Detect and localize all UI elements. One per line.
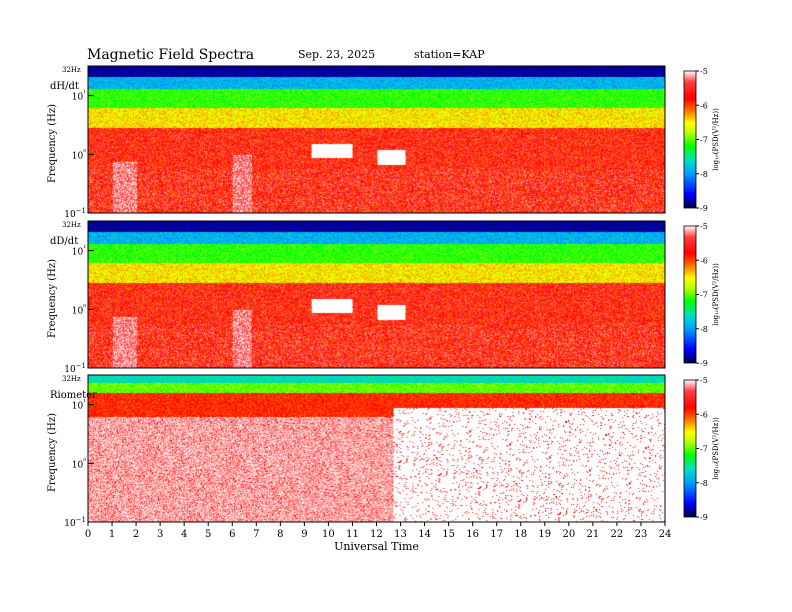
colorbar-label: log₁₀(PSD(V²/Hz)) xyxy=(712,263,720,326)
colorbar-tick-label: -8 xyxy=(700,325,708,334)
colorbar-tick-label: -7 xyxy=(700,291,708,300)
station-label: station=KAP xyxy=(414,48,485,61)
colorbar-gradient xyxy=(683,225,697,364)
x-tick-label: 22 xyxy=(611,529,624,540)
x-tick-label: 18 xyxy=(514,529,527,540)
y-tick-label: 10⁰ xyxy=(72,457,86,470)
x-tick-label: 0 xyxy=(85,529,91,540)
spectrogram-panel-3: 10−1 10⁰ 10¹ 32Hz Riometer Frequency (Hz) xyxy=(47,374,666,529)
x-tick-label: 24 xyxy=(659,529,672,540)
top-frequency-label: 32Hz xyxy=(62,66,81,74)
colorbar-tick-label: -9 xyxy=(700,359,708,368)
spectrogram-panel-1: 10−1 10⁰ 10¹ 32Hz dH/dt Frequency (Hz) xyxy=(47,65,666,220)
x-tick-label: 2 xyxy=(133,529,139,540)
y-tick-label: 10−1 xyxy=(64,362,86,375)
colorbar-tick-label: -8 xyxy=(700,170,708,179)
x-tick-label: 13 xyxy=(394,529,407,540)
x-tick-label: 3 xyxy=(157,529,163,540)
colorbar-tick-label: -9 xyxy=(700,513,708,522)
colorbar-gradient xyxy=(683,70,697,209)
x-tick-label: 12 xyxy=(370,529,383,540)
y-tick-label: 10¹ xyxy=(72,245,86,258)
x-tick-label: 11 xyxy=(346,529,359,540)
x-tick-label: 10 xyxy=(322,529,335,540)
x-axis-label: Universal Time xyxy=(334,540,419,553)
colorbar-gradient xyxy=(683,379,697,518)
y-axis-label: Frequency (Hz) xyxy=(47,259,58,338)
x-tick-label: 17 xyxy=(490,529,503,540)
spectrogram-panel-2: 10−1 10⁰ 10¹ 32Hz dD/dt Frequency (Hz) xyxy=(47,220,666,375)
y-tick-label: 10¹ xyxy=(72,90,86,103)
colorbar-label: log₁₀(PSD(V²/Hz)) xyxy=(712,417,720,480)
x-tick-label: 8 xyxy=(277,529,283,540)
panel-label: dH/dt xyxy=(50,81,79,92)
colorbar-tick-label: -5 xyxy=(700,222,708,231)
x-tick-label: 7 xyxy=(253,529,259,540)
colorbar-tick-label: -7 xyxy=(700,136,708,145)
date-label: Sep. 23, 2025 xyxy=(298,48,375,61)
x-tick-label: 9 xyxy=(301,529,307,540)
y-tick-label: 10−1 xyxy=(64,207,86,220)
top-frequency-label: 32Hz xyxy=(62,221,81,229)
colorbar-tick-label: -9 xyxy=(700,204,708,213)
y-axis-label: Frequency (Hz) xyxy=(47,104,58,183)
colorbar-2: -5 -6 -7 -8 -9 log₁₀(PSD(V²/Hz)) xyxy=(683,222,720,368)
colorbar-tick-label: -5 xyxy=(700,67,708,76)
x-tick-label: 5 xyxy=(205,529,211,540)
y-tick-label: 10¹ xyxy=(72,399,86,412)
x-tick-label: 6 xyxy=(229,529,235,540)
colorbar-tick-label: -5 xyxy=(700,376,708,385)
spectrogram-image xyxy=(88,375,665,522)
x-tick-label: 15 xyxy=(442,529,455,540)
x-tick-label: 23 xyxy=(635,529,648,540)
top-frequency-label: 32Hz xyxy=(62,375,81,383)
colorbar-tick-label: -6 xyxy=(700,256,708,265)
spectrogram-image xyxy=(88,66,665,213)
plot-frame xyxy=(87,65,666,214)
spectrogram-image xyxy=(88,221,665,368)
x-tick-label: 20 xyxy=(562,529,575,540)
x-tick-label: 21 xyxy=(587,529,600,540)
y-tick-label: 10−1 xyxy=(64,516,86,529)
colorbar-tick-label: -8 xyxy=(700,479,708,488)
x-tick-label: 1 xyxy=(109,529,115,540)
colorbar-tick-label: -6 xyxy=(700,101,708,110)
x-tick-label: 16 xyxy=(466,529,479,540)
y-axis-label: Frequency (Hz) xyxy=(47,413,58,492)
colorbar-1: -5 -6 -7 -8 -9 log₁₀(PSD(V²/Hz)) xyxy=(683,67,720,213)
panel-label: Riometer xyxy=(50,390,97,401)
y-tick-label: 10⁰ xyxy=(72,303,86,316)
y-tick-label: 10⁰ xyxy=(72,148,86,161)
x-tick-label: 19 xyxy=(538,529,551,540)
colorbar-tick-label: -6 xyxy=(700,410,708,419)
colorbar-tick-label: -7 xyxy=(700,445,708,454)
plot-frame xyxy=(87,220,666,369)
figure-title: Magnetic Field Spectra xyxy=(87,47,254,63)
colorbar-3: -5 -6 -7 -8 -9 log₁₀(PSD(V²/Hz)) xyxy=(683,376,720,522)
colorbar-label: log₁₀(PSD(V²/Hz)) xyxy=(712,108,720,171)
panel-label: dD/dt xyxy=(50,236,78,247)
x-tick-label: 14 xyxy=(418,529,431,540)
x-tick-label: 4 xyxy=(181,529,187,540)
